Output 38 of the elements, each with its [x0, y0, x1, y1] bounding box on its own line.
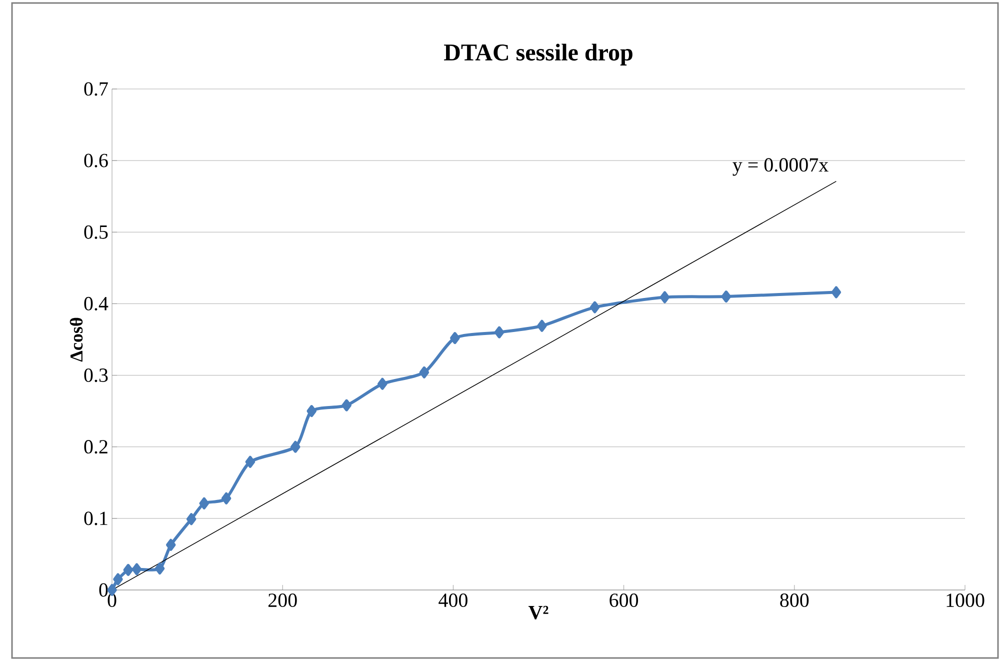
y-tick-label: 0.6 [84, 154, 108, 168]
point [154, 562, 165, 575]
x-tick-label: 600 [610, 594, 638, 608]
point [199, 497, 210, 510]
point [590, 301, 600, 314]
point [245, 456, 256, 468]
y-tick-label: 0.3 [84, 368, 108, 382]
point [132, 563, 142, 576]
point [537, 320, 547, 332]
point [123, 564, 134, 576]
x-tick-label: 800 [780, 594, 809, 608]
x-tick-label: 200 [268, 594, 297, 608]
point [186, 513, 196, 526]
point [831, 286, 842, 298]
y-tick-label: 0.2 [84, 440, 108, 454]
point [306, 405, 316, 418]
point [290, 440, 300, 453]
point [450, 332, 460, 344]
point [166, 538, 176, 551]
chart-title: DTAC sessile drop [444, 44, 632, 66]
y-tick-label: 0.1 [84, 512, 108, 526]
x-axis-title: V² [528, 606, 548, 620]
point [419, 366, 430, 378]
y-tick-label: 0 [99, 583, 108, 597]
point [494, 326, 504, 338]
x-tick-label: 1000 [946, 594, 984, 608]
y-tick-label: 0.7 [84, 82, 108, 96]
y-tick-label: 0.4 [84, 296, 108, 310]
point [221, 492, 232, 504]
y-tick-label: 0.5 [84, 225, 108, 239]
point [342, 399, 352, 412]
point [378, 378, 388, 390]
y-axis-title: Δcosθ [70, 318, 83, 362]
point [721, 290, 732, 303]
point [660, 291, 670, 304]
x-tick-label: 400 [438, 594, 468, 608]
point [113, 573, 123, 586]
annotation: y = 0.0007x [732, 158, 828, 176]
